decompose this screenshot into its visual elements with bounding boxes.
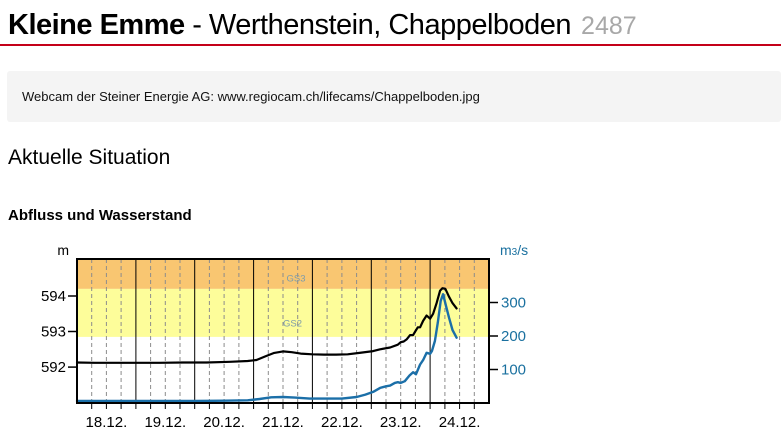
plot-frame [76,258,490,404]
hydrograph-chart: GS3 GS2 592 593 594 m 100 200 300 m3/s 18.12. 19.12… [0,235,560,435]
station-number: 2487 [581,12,637,40]
day-gridlines [135,259,431,403]
right-axis-unit: m3/s [500,242,528,258]
svg-text:100: 100 [501,362,526,379]
series-abfluss [75,293,458,403]
x-tick-label: 21.12. [262,414,304,431]
current-situation-heading: Aktuelle Situation [8,146,171,169]
series-wasserstand [75,287,458,364]
x-axis: 18.12. 19.12. 20.12. 21.12. 22.12. 23.12. 24.1… [86,404,481,431]
svg-text:200: 200 [501,328,526,345]
svg-text:300: 300 [501,295,526,312]
left-axis: 592 593 594 m [41,242,76,376]
danger-band-label-gs3: GS3 [287,273,306,284]
webcam-note-box: Webcam der Steiner Energie AG: www.regio… [7,71,781,122]
danger-band-label-gs2: GS2 [283,319,302,330]
station-place-name: Werthenstein, Chappelboden [208,9,572,41]
x-tick-label: 22.12. [321,414,363,431]
station-river-name: Kleine Emme [8,9,185,41]
minor-gridlines [91,259,475,403]
x-tick-label: 20.12. [203,414,245,431]
x-tick-label: 18.12. [86,414,128,431]
x-tick-label: 19.12. [144,414,186,431]
title-divider-rule [0,44,781,46]
x-tick-label: 23.12. [380,414,422,431]
chart-heading: Abfluss und Wasserstand [8,207,192,224]
hydrograph-svg: GS3 GS2 592 593 594 m 100 200 300 m3/s 18.12. 19.12… [41,242,528,431]
page-title: Kleine Emme - Werthenstein, Chappelboden… [8,7,773,44]
svg-text:593: 593 [41,324,66,341]
title-separator: - [184,9,209,41]
x-tick-label: 24.12. [439,414,481,431]
svg-text:592: 592 [41,359,66,376]
left-axis-unit: m [57,242,69,258]
webcam-note-text: Webcam der Steiner Energie AG: www.regio… [22,89,480,104]
right-axis: 100 200 300 m3/s [490,242,528,379]
svg-text:594: 594 [41,288,66,305]
